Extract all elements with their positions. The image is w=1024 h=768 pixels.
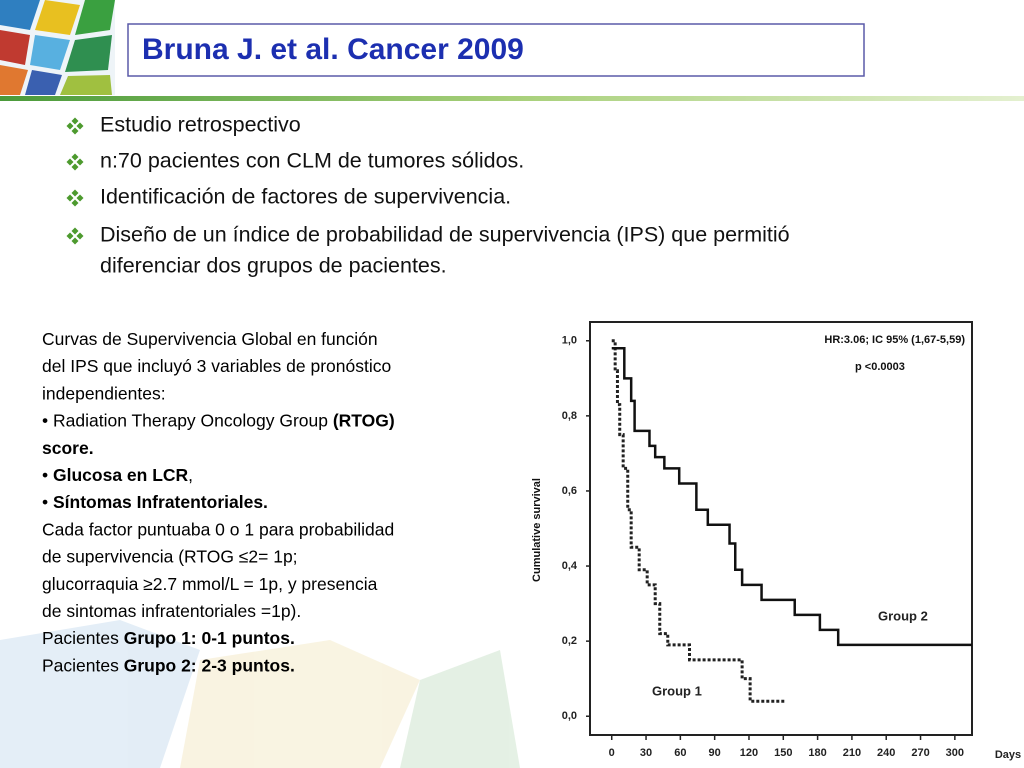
survival-curve [611, 347, 972, 647]
description-run: Grupo 2: 2-3 puntos. [124, 655, 295, 675]
x-tick-label: 30 [640, 747, 652, 759]
description-run: Pacientes [42, 628, 124, 648]
bullet-diamond [66, 122, 74, 130]
description-run: de supervivencia (RTOG ≤2= 1p; [42, 546, 298, 566]
y-axis-label: Cumulative survival [531, 478, 543, 582]
bullet-list: Estudio retrospectivo n:70 pacientes con … [66, 113, 790, 278]
description-line: Cada factor puntuaba 0 o 1 para probabil… [42, 519, 394, 539]
mosaic-decoration [0, 0, 115, 95]
bullet-diamond [71, 127, 79, 135]
series-label: Group 1 [652, 683, 702, 698]
description-line: independientes: [42, 383, 166, 403]
description-run: Pacientes [42, 655, 124, 675]
description-line: del IPS que incluyó 3 variables de pronó… [42, 356, 391, 376]
description-line: score. [42, 437, 94, 457]
description-run: Síntomas Infratentoriales. [53, 492, 268, 512]
bullet-diamond [71, 227, 79, 235]
description-run: • Radiation Therapy Oncology Group [42, 410, 333, 430]
bullet-text: n:70 pacientes con CLM de tumores sólido… [100, 149, 524, 173]
annotation: p <0.0003 [855, 361, 905, 373]
y-tick-label: 0,4 [562, 560, 578, 572]
x-tick-label: 240 [877, 747, 895, 759]
bottom-decoration [0, 620, 520, 768]
bullet-diamond [71, 153, 79, 161]
description-line: Pacientes Grupo 1: 0-1 puntos. [42, 628, 295, 648]
bullet-diamond [71, 199, 79, 207]
bullet-diamond [76, 194, 84, 202]
description-run: score. [42, 437, 94, 457]
description-run: Grupo 1: 0-1 puntos. [124, 628, 295, 648]
x-tick-label: 120 [740, 747, 758, 759]
slide-title: Bruna J. et al. Cancer 2009 [142, 33, 524, 66]
bullet-icon [66, 117, 84, 135]
x-tick-label: 180 [808, 747, 826, 759]
description-line: de supervivencia (RTOG ≤2= 1p; [42, 546, 298, 566]
description-line: Curvas de Supervivencia Global en funció… [42, 329, 378, 349]
bullet-diamond [76, 232, 84, 240]
description-run: • [42, 465, 53, 485]
description-run: , [188, 465, 193, 485]
x-tick-label: 90 [709, 747, 721, 759]
x-tick-label: 150 [774, 747, 792, 759]
header-rule [0, 96, 1024, 101]
bullet-text: Diseño de un índice de probabilidad de s… [100, 223, 790, 247]
x-tick-label: 300 [946, 747, 964, 759]
description-line: • Síntomas Infratentoriales. [42, 492, 268, 512]
description-run: • [42, 492, 53, 512]
description-run: del IPS que incluyó 3 variables de pronó… [42, 356, 391, 376]
x-tick-label: 60 [674, 747, 686, 759]
description-line: Pacientes Grupo 2: 2-3 puntos. [42, 655, 295, 675]
description-run: independientes: [42, 383, 166, 403]
chart: 0,0 0,2 0,4 0,6 0,8 1,0 0 30 60 90 120 150 180 210 240… [531, 321, 1021, 761]
description-run: Glucosa en LCR [53, 465, 189, 485]
bullet-diamond [76, 158, 84, 166]
bullet-diamond [71, 237, 79, 245]
description-line: glucorraquia ≥2.7 mmol/L = 1p, y presenc… [42, 573, 378, 593]
x-axis-label: Days [995, 749, 1021, 761]
description-line: • Glucosa en LCR, [42, 465, 193, 485]
y-tick-label: 0,2 [562, 635, 577, 647]
description-run: Curvas de Supervivencia Global en funció… [42, 329, 378, 349]
y-tick-label: 0,6 [562, 485, 577, 497]
x-tick-label: 210 [843, 747, 861, 759]
bullet-text: diferenciar dos grupos de pacientes. [100, 254, 447, 278]
description-run: (RTOG) [333, 410, 395, 430]
bullet-diamond [71, 189, 79, 197]
bullet-icon [66, 227, 84, 245]
survival-curve [611, 339, 785, 703]
y-tick-label: 1,0 [562, 335, 577, 347]
bullet-diamond [71, 163, 79, 171]
bullet-icon [66, 189, 84, 207]
series-label: Group 2 [878, 608, 928, 623]
bullet-diamond [76, 122, 84, 130]
description-run: Cada factor puntuaba 0 o 1 para probabil… [42, 519, 394, 539]
bullet-diamond [66, 194, 74, 202]
plot-frame [589, 321, 973, 736]
x-tick-label: 0 [609, 747, 615, 759]
description-run: de sintomas infratentoriales =1p). [42, 601, 301, 621]
y-tick-label: 0,0 [562, 710, 577, 722]
bullet-text: Estudio retrospectivo [100, 113, 301, 137]
description-line: • Radiation Therapy Oncology Group (RTOG… [42, 410, 395, 430]
bullet-diamond [71, 117, 79, 125]
description: Curvas de Supervivencia Global en funció… [42, 329, 395, 675]
bullet-icon [66, 153, 84, 171]
description-run: glucorraquia ≥2.7 mmol/L = 1p, y presenc… [42, 573, 378, 593]
description-line: de sintomas infratentoriales =1p). [42, 601, 301, 621]
annotation: HR:3.06; IC 95% (1,67-5,59) [824, 334, 965, 346]
x-tick-label: 270 [911, 747, 929, 759]
bullet-diamond [66, 232, 74, 240]
bullet-diamond [66, 158, 74, 166]
title-box [127, 23, 865, 77]
y-tick-label: 0,8 [562, 410, 577, 422]
bullet-text: Identificación de factores de superviven… [100, 185, 511, 209]
